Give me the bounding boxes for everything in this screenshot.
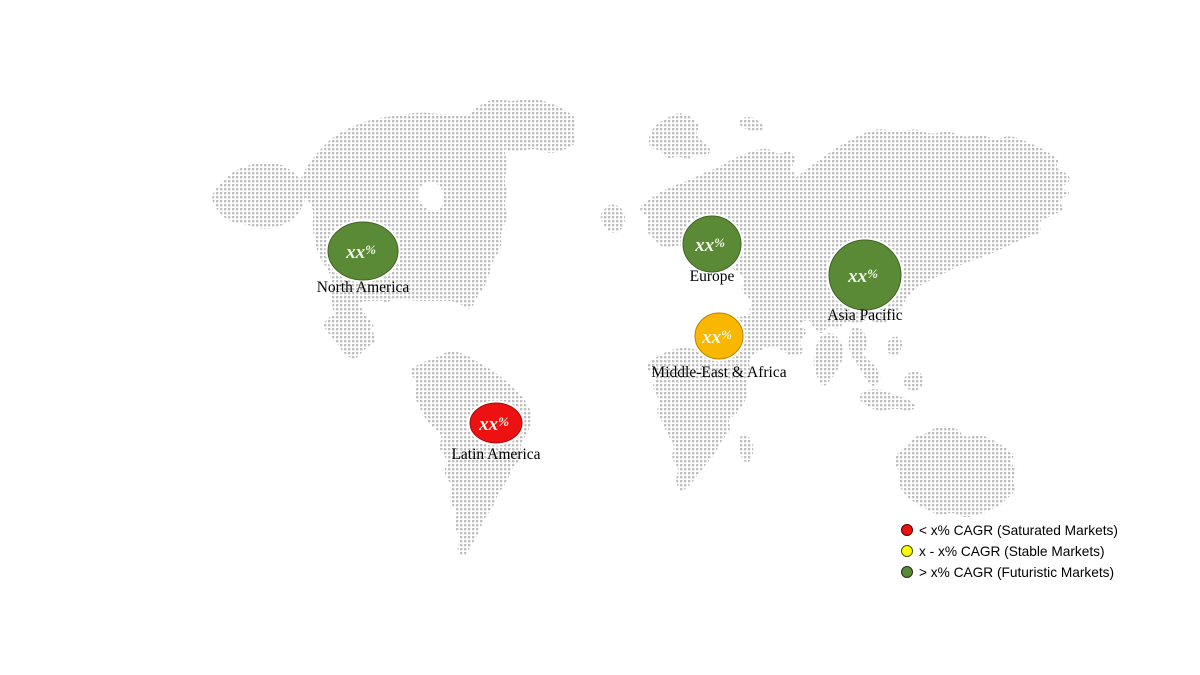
svg-text:Middle-East & Africa: Middle-East & Africa bbox=[651, 364, 786, 381]
svg-text:Asia Pacific: Asia Pacific bbox=[827, 307, 902, 324]
svg-text:Europe: Europe bbox=[690, 268, 735, 285]
svg-text:< x% CAGR (Saturated Markets): < x% CAGR (Saturated Markets) bbox=[919, 523, 1118, 538]
svg-text:x - x% CAGR (Stable Markets): x - x% CAGR (Stable Markets) bbox=[919, 544, 1105, 559]
svg-text:North America: North America bbox=[317, 279, 410, 296]
svg-text:> x% CAGR (Futuristic Markets): > x% CAGR (Futuristic Markets) bbox=[919, 565, 1114, 580]
svg-text:Latin America: Latin America bbox=[451, 446, 540, 463]
